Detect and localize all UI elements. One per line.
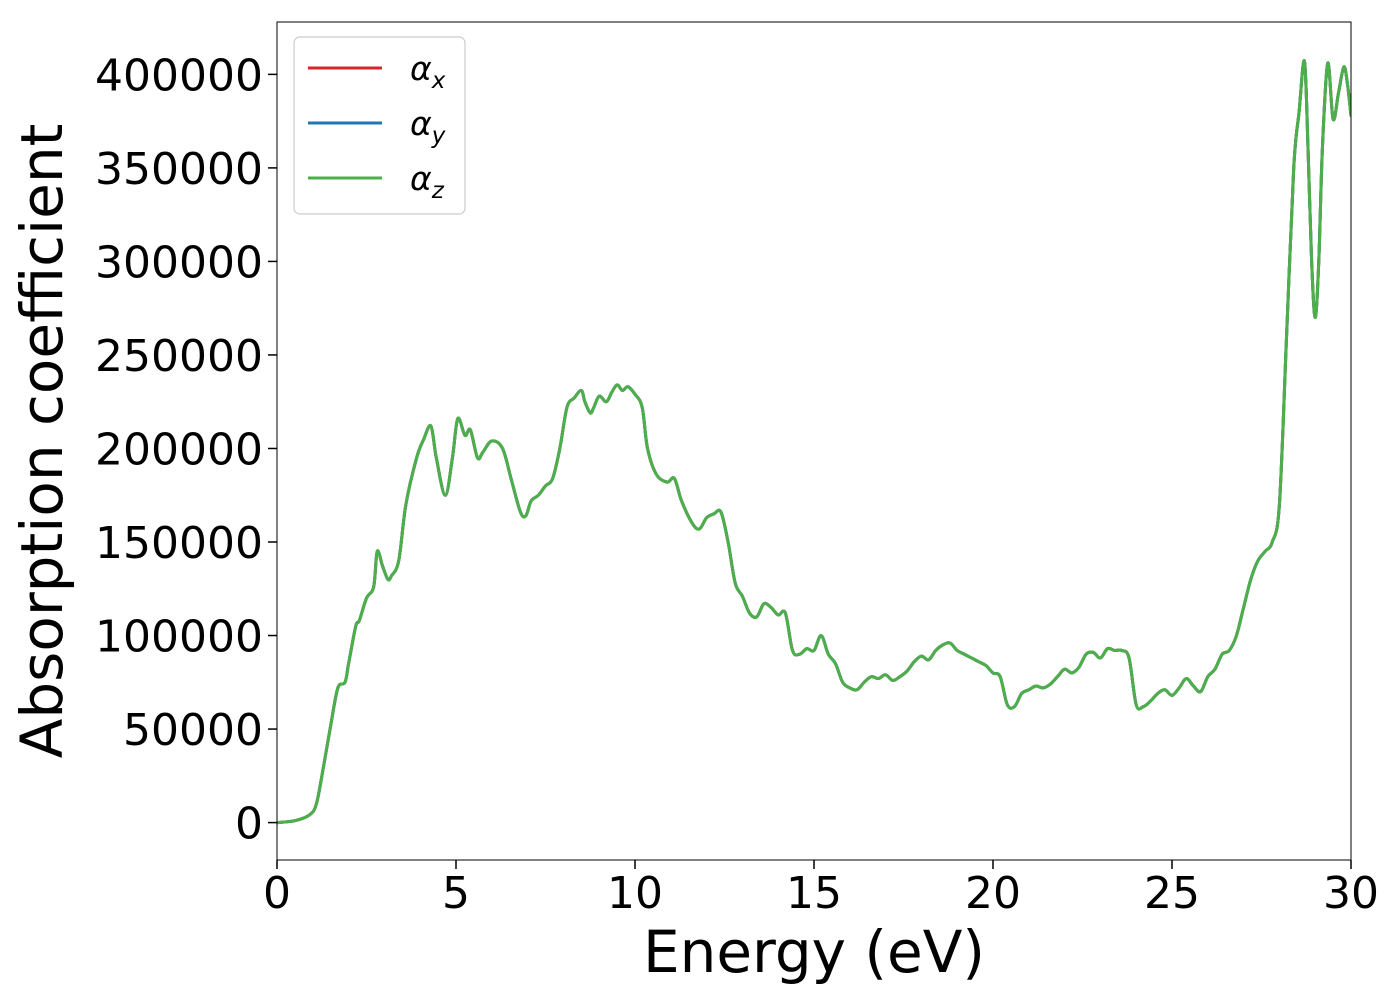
- y-tick-label: 300000: [95, 237, 263, 288]
- legend-label-subscript: y: [431, 123, 446, 149]
- x-tick-label: 5: [442, 868, 470, 919]
- legend-label-subscript: z: [431, 178, 445, 204]
- x-axis-title: Energy (eV): [643, 918, 985, 986]
- x-tick-label: 0: [263, 868, 291, 919]
- x-tick-label: 20: [965, 868, 1021, 919]
- y-tick-label: 350000: [95, 144, 263, 195]
- x-tick-label: 30: [1323, 868, 1379, 919]
- series-line-z: [277, 59, 1351, 825]
- legend-label-y: αy: [410, 104, 446, 149]
- y-axis-ticks: 0 50000 100000 150000 200000 250000 300000 3500…: [95, 50, 277, 850]
- x-tick-label: 25: [1144, 868, 1200, 919]
- legend-label-z: αz: [410, 159, 445, 204]
- y-axis-title: Absorption coefficient: [8, 124, 76, 759]
- legend-label-base: α: [410, 159, 432, 198]
- legend-label-base: α: [410, 49, 432, 88]
- legend-label-x: αx: [410, 49, 446, 94]
- plot-area: [277, 59, 1351, 825]
- legend-label-subscript: x: [431, 68, 446, 94]
- x-tick-label: 10: [607, 868, 663, 919]
- x-tick-label: 15: [786, 868, 842, 919]
- axes-frame: [276, 21, 1352, 861]
- y-tick-label: 250000: [95, 331, 263, 382]
- y-tick-label: 150000: [95, 518, 263, 569]
- y-tick-label: 400000: [95, 50, 263, 101]
- y-tick-label: 50000: [123, 705, 263, 756]
- legend-box: [293, 36, 466, 215]
- y-tick-label: 0: [235, 799, 263, 850]
- legend-label-base: α: [410, 104, 432, 143]
- y-tick-label: 100000: [95, 612, 263, 663]
- x-axis-ticks: 0 5 10 15 20 25 30: [263, 860, 1379, 919]
- y-tick-label: 200000: [95, 424, 263, 475]
